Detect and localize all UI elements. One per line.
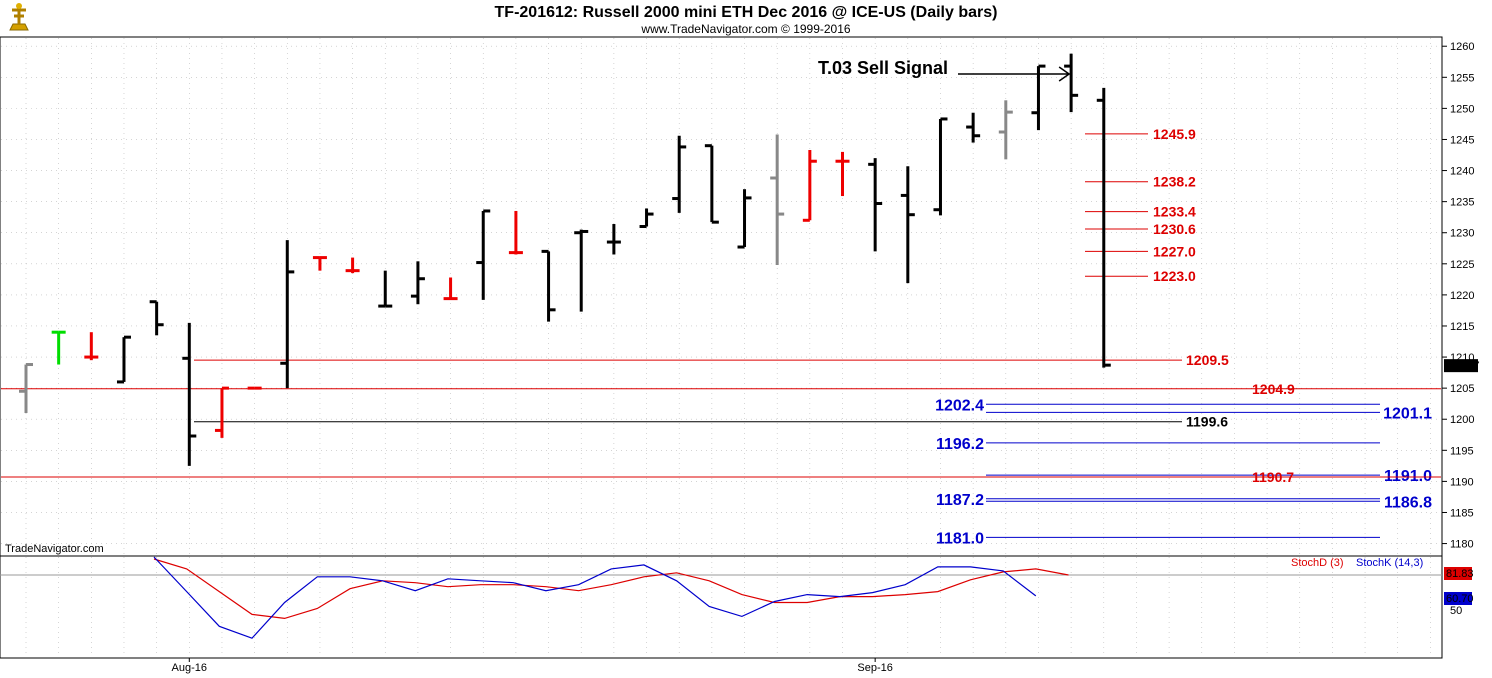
price-level-label: 1223.0 [1153,268,1196,284]
price-level-label: 1227.0 [1153,243,1196,259]
ohlc-bar [737,189,752,249]
price-tick-label: 1245 [1450,134,1474,146]
price-level-label: 1209.5 [1186,352,1229,368]
ohlc-bar [280,240,295,389]
ohlc-bar [868,158,883,252]
ohlc-bar [998,100,1013,160]
price-tick-label: 1200 [1450,414,1474,426]
date-tick-label: Sep-16 [857,662,892,674]
price-bars [19,53,1111,466]
stoch-tick-50: 50 [1450,605,1462,617]
ohlc-bar [541,249,556,322]
ohlc-bar [378,270,393,308]
sell-signal-arrow [958,66,1071,82]
stoch-k-line [153,556,1037,639]
price-tick-label: 1255 [1450,72,1474,84]
ohlc-bar [574,229,589,312]
ohlc-bar [900,166,915,284]
stoch-d-tag [1444,567,1472,580]
chart-title: TF-201612: Russell 2000 mini ETH Dec 201… [495,4,998,21]
stoch-k-legend: StochK (14,3) [1356,557,1423,569]
price-tick-label: 1190 [1450,476,1474,488]
price-level-label: 1181.0 [936,530,984,547]
price-tick-label: 1250 [1450,103,1474,115]
price-tick-label: 1220 [1450,290,1474,302]
price-level-label: 1186.8 [1384,494,1432,511]
ohlc-bar [410,261,425,305]
ohlc-bar [19,363,33,414]
ohlc-bar [149,300,164,336]
ohlc-bar [704,144,719,224]
price-tick-label: 1235 [1450,197,1474,209]
price-level-label: 1199.6 [1186,414,1228,430]
chart-subtitle: www.TradeNavigator.com © 1999-2016 [640,22,850,36]
price-level-label: 1190.7 [1252,469,1294,485]
price-level-label: 1187.2 [936,492,984,509]
price-tick-label: 1195 [1450,445,1474,457]
ohlc-bar [606,224,621,255]
price-level-label: 1202.4 [935,397,984,414]
stoch-d-last: 81.83 [1446,568,1474,580]
price-tick-label: 1185 [1450,507,1474,519]
ohlc-bar [508,210,523,255]
ohlc-bar [51,330,66,365]
price-tick-label: 1225 [1450,259,1474,271]
ohlc-bar [672,135,687,213]
date-axis: Aug-16 Sep-16 [0,657,1442,674]
price-tick-label: 1240 [1450,166,1474,178]
ohlc-bar [1031,64,1046,131]
price-tick-label: 1230 [1450,228,1474,240]
last-price-label: 1208.7 [1446,360,1480,372]
price-tick-label: 1260 [1450,41,1474,53]
stoch-k-tag [1444,592,1472,605]
horizontal-grid [1,45,1441,544]
price-level-label: 1196.2 [936,436,984,453]
vertical-grid [25,38,1431,555]
stoch-d-line [153,558,1069,620]
ohlc-bar [966,112,981,143]
ohlc-bar [345,257,360,274]
stochastic-grid [25,557,1431,657]
last-price-tag: 1208.7 [1444,359,1480,373]
price-tick-label: 1215 [1450,321,1474,333]
price-level-label: 1230.6 [1153,221,1196,237]
stochastic-panel [0,555,1443,659]
ohlc-bar [933,117,948,216]
price-level-label: 1201.1 [1383,405,1432,422]
ohlc-bar [835,151,850,197]
price-tick-label: 1205 [1450,383,1474,395]
price-level-label: 1238.2 [1153,174,1196,190]
ohlc-bar [476,209,491,300]
price-tick-label: 1180 [1450,539,1474,551]
price-level-label: 1204.9 [1252,381,1295,397]
price-level-label: 1245.9 [1153,126,1196,142]
watermark: TradeNavigator.com [5,543,104,555]
sell-signal-annotation: T.03 Sell Signal [818,58,1071,82]
ohlc-bar [770,134,785,266]
stoch-k-last: 60.70 [1446,593,1474,605]
ohlc-bar [116,335,131,384]
price-panel [0,36,1443,557]
price-axis: 1180118511901195120012051210121512201225… [1442,41,1474,551]
ohlc-bar [1096,87,1111,368]
ohlc-bar [802,150,817,222]
date-tick-label: Aug-16 [172,662,207,674]
ohlc-bar [443,277,458,301]
ohlc-bar [84,332,99,361]
ohlc-bar [182,322,197,466]
ohlc-bar [639,208,654,229]
stoch-d-legend: StochD (3) [1291,557,1344,569]
ohlc-bar [214,386,229,438]
logo-icon [6,2,32,32]
sell-signal-label: T.03 Sell Signal [818,58,948,78]
price-level-label: 1233.4 [1153,204,1196,220]
ohlc-bar [312,256,327,271]
ohlc-bar [1064,53,1079,113]
